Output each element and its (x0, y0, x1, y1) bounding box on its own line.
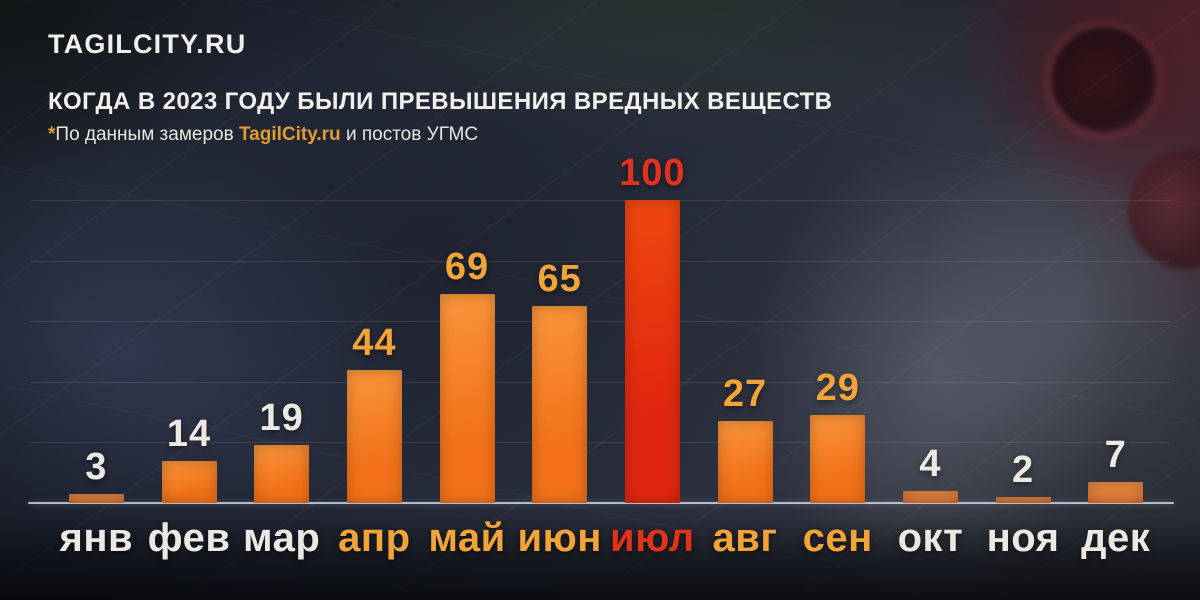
bar-value-label: 19 (259, 397, 304, 439)
bar-value-label: 100 (619, 152, 686, 194)
bar (902, 491, 958, 503)
x-axis-label-янв: янв (59, 516, 134, 560)
bar (532, 306, 588, 503)
x-axis-label-июл: июл (610, 516, 695, 560)
bar-column-сен: 29 (791, 369, 884, 503)
bar-column-фев: 14 (143, 415, 236, 503)
bar-value-label: 14 (166, 413, 212, 455)
bar (161, 461, 217, 503)
x-axis-label-окт: окт (897, 516, 964, 560)
x-axis-line (28, 502, 1174, 504)
x-axis-label-дек: дек (1081, 516, 1151, 560)
bar-value-label: 4 (919, 443, 942, 485)
bar-column-янв: 3 (50, 448, 143, 503)
gridline-60 (30, 321, 1170, 322)
bar-column-май: 69 (421, 248, 514, 503)
footnote-marker: * (48, 124, 56, 145)
bar-value-label: 2 (1011, 449, 1035, 491)
gridline-40 (30, 382, 1170, 383)
bar (810, 415, 866, 503)
bar (624, 200, 680, 503)
bar (254, 445, 310, 503)
bar-column-июн: 65 (513, 260, 606, 503)
bar-column-ноя: 2 (977, 451, 1070, 503)
gridline-100 (30, 200, 1170, 201)
x-axis-label-ноя: ноя (986, 516, 1060, 560)
x-axis-label-авг: авг (712, 516, 778, 560)
bar-value-label: 3 (85, 446, 108, 488)
x-axis-label-мар: мар (243, 516, 321, 560)
bar-column-авг: 27 (699, 375, 792, 503)
bar-value-label: 69 (444, 246, 490, 288)
bar (717, 421, 773, 503)
bar-value-label: 44 (352, 322, 397, 364)
bar (995, 497, 1051, 503)
bars-row: 3 14 19 44 69 65 100 27 29 4 2 7 (50, 103, 1162, 503)
bar-column-июл: 100 (606, 154, 699, 503)
bar (68, 494, 124, 503)
footnote-brand: TagilCity.ru (238, 124, 341, 145)
bar-column-дек: 7 (1069, 436, 1162, 503)
gridline-80 (30, 261, 1170, 262)
bar-column-окт: 4 (884, 445, 977, 503)
x-axis-label-сен: сен (802, 516, 873, 560)
bar-value-label: 29 (815, 367, 860, 409)
gridline-20 (30, 442, 1170, 443)
chart-title: КОГДА В 2023 ГОДУ БЫЛИ ПРЕВЫШЕНИЯ ВРЕДНЫ… (48, 88, 833, 115)
bar (346, 370, 402, 503)
x-axis-label-июн: июн (517, 516, 602, 560)
x-axis-label-фев: фев (147, 516, 231, 560)
bar-value-label: 7 (1104, 434, 1127, 476)
x-axis-labels: янв фев мар апр май июн июл авг сен окт ноя дек (50, 516, 1162, 560)
bar-value-label: 65 (537, 258, 582, 300)
brand-logo: TAGILCITY.RU (48, 29, 247, 59)
bar (439, 294, 495, 503)
bar (1088, 482, 1144, 503)
bar-value-label: 27 (722, 373, 768, 415)
footnote-text-after: и постов УГМС (340, 124, 479, 145)
x-axis-label-апр: апр (338, 516, 411, 560)
x-axis-label-май: май (428, 516, 506, 560)
footnote-text-before: По данным замеров (55, 124, 239, 145)
bar-column-апр: 44 (328, 324, 421, 503)
source-footnote: *По данным замеров TagilCity.ru и постов… (48, 124, 478, 146)
bar-column-мар: 19 (235, 399, 328, 503)
